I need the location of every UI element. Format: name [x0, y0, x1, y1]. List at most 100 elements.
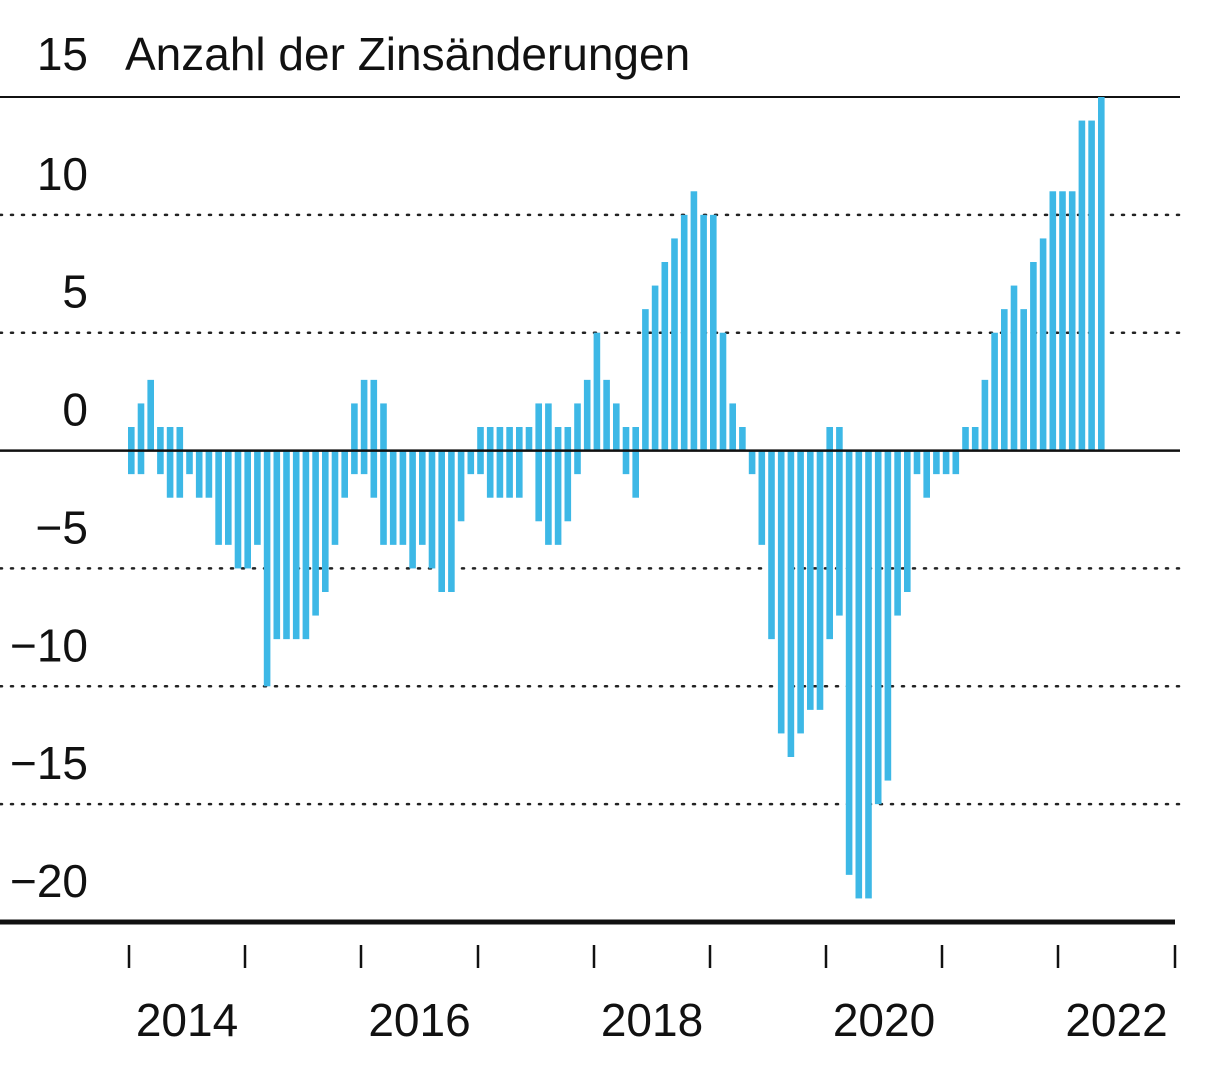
x-tick-label: 2016 — [368, 994, 470, 1046]
bar-negative — [836, 450, 843, 616]
chart-title: Anzahl der Zinsänderungen — [125, 28, 690, 80]
bar-positive — [147, 379, 154, 451]
bar-positive — [351, 403, 358, 451]
bar-positive — [1030, 262, 1037, 451]
bar-positive — [632, 427, 639, 451]
bar-positive — [496, 427, 504, 451]
bar-negative — [322, 450, 329, 592]
bar-negative — [360, 450, 368, 475]
bar-negative — [302, 450, 310, 640]
bar-negative — [419, 450, 426, 545]
bar-negative — [564, 450, 572, 522]
bar-negative — [884, 450, 892, 781]
bar-negative — [942, 450, 950, 475]
tick-labels: 15 10 5 0 −5 −10 −15 −20 2014 2016 2018 2020 2022 — [10, 28, 1168, 1046]
bar-positive — [1001, 309, 1008, 451]
x-tick-label: 2018 — [601, 994, 703, 1046]
bar-positive — [991, 332, 998, 451]
bar-negative — [826, 450, 833, 640]
bar-negative — [516, 450, 523, 498]
bar-negative — [787, 450, 795, 757]
bar-negative — [496, 450, 504, 498]
bar-negative — [816, 450, 824, 710]
bar-positive — [826, 427, 833, 451]
y-tick-label: −15 — [10, 737, 88, 789]
bar-positive — [370, 379, 378, 451]
bar-negative — [215, 450, 222, 545]
bar-positive — [739, 427, 746, 451]
bar-negative — [486, 450, 494, 498]
bar-positive — [680, 214, 688, 451]
y-tick-label: −10 — [10, 619, 88, 671]
bar-negative — [894, 450, 901, 616]
axes — [0, 449, 1180, 968]
x-tick-label: 2014 — [136, 994, 238, 1046]
bar-negative — [254, 450, 261, 545]
gridlines — [0, 96, 1182, 806]
bar-negative — [244, 450, 251, 569]
bar-negative — [923, 450, 930, 498]
bar-positive — [1020, 309, 1027, 451]
bar-negative — [137, 450, 145, 475]
bar-negative — [292, 450, 300, 640]
bar-negative — [545, 450, 552, 545]
x-tick-label: 2022 — [1065, 994, 1167, 1046]
bar-negative — [176, 450, 184, 498]
bar-positive — [971, 427, 979, 451]
bar-negative — [128, 450, 135, 475]
bar-positive — [486, 427, 494, 451]
y-tick-label: 5 — [62, 266, 88, 318]
bar-positive — [166, 427, 174, 451]
y-tick-label: 15 — [37, 28, 88, 80]
bar-negative — [506, 450, 513, 498]
bar-negative — [312, 450, 319, 616]
y-tick-label: −5 — [36, 501, 88, 553]
bar-negative — [283, 450, 290, 640]
bar-positive — [1098, 97, 1105, 451]
bar-positive — [1059, 191, 1066, 451]
bar-positive — [651, 285, 659, 451]
y-tick-label: −20 — [10, 855, 88, 907]
bar-positive — [622, 427, 630, 451]
bar-positive — [574, 403, 581, 451]
bar-positive — [603, 379, 610, 451]
bar-positive — [535, 403, 542, 451]
bar-negative — [186, 450, 193, 475]
bar-negative — [777, 450, 785, 734]
bar-negative — [554, 450, 562, 545]
bar-negative — [205, 450, 213, 498]
bar-positive — [545, 403, 552, 451]
bar-positive — [128, 427, 135, 451]
bar-positive — [710, 214, 717, 451]
bar-positive — [564, 427, 572, 451]
bar-negative — [574, 450, 581, 475]
bar-negative — [157, 450, 164, 475]
bar-negative — [477, 450, 484, 475]
bar-positive — [671, 238, 678, 451]
bar-negative — [341, 450, 348, 498]
bar-negative — [797, 450, 804, 734]
bar-positive — [176, 427, 184, 451]
bar-positive — [360, 379, 368, 451]
bar-negative — [273, 450, 281, 640]
bar-negative — [467, 450, 475, 475]
bar-positive — [962, 427, 969, 451]
bar-negative — [632, 450, 639, 498]
bar-positive — [593, 332, 601, 451]
bar-positive — [157, 427, 164, 451]
bar-positive — [836, 427, 843, 451]
bar-negative — [768, 450, 775, 640]
bar-negative — [855, 450, 863, 899]
bar-negative — [874, 450, 882, 805]
bar-negative — [331, 450, 339, 545]
bar-negative — [166, 450, 174, 498]
bar-positive — [380, 403, 387, 451]
bar-positive — [1068, 191, 1076, 451]
bar-positive — [1010, 285, 1018, 451]
bar-negative — [380, 450, 387, 545]
bar-negative — [195, 450, 203, 498]
bar-positive — [583, 379, 591, 451]
x-tick-label: 2020 — [833, 994, 935, 1046]
bar-positive — [642, 309, 649, 451]
